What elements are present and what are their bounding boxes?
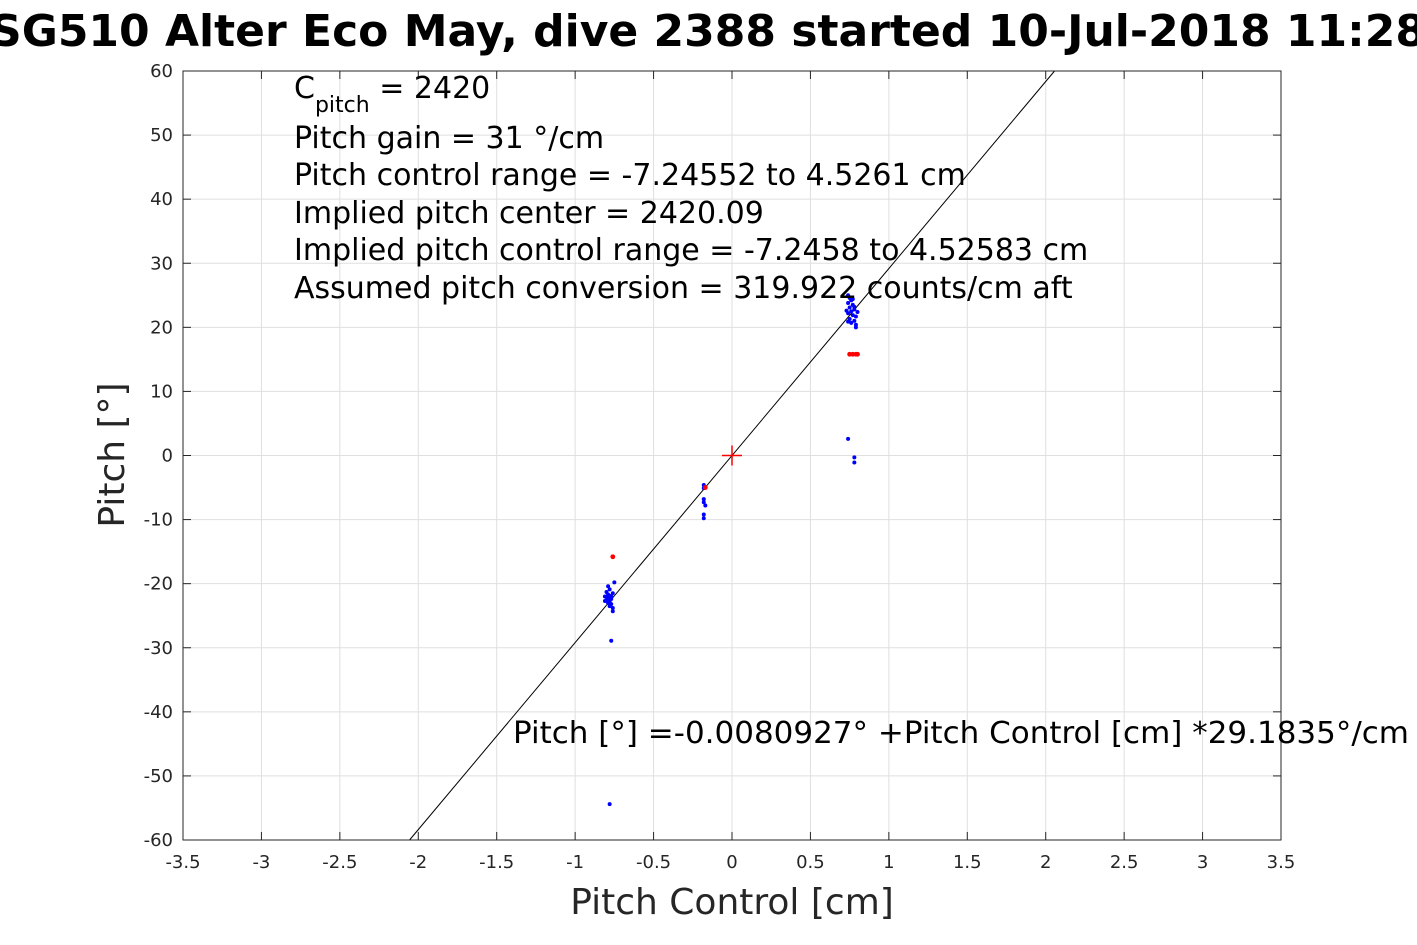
x-tick-label: -2.5 xyxy=(322,852,357,873)
annotation-implied-pitch-control-range: Implied pitch control range = -7.2458 to… xyxy=(294,233,1088,268)
annotation-pitch-control-range: Pitch control range = -7.24552 to 4.5261… xyxy=(294,158,966,193)
data-point xyxy=(602,594,607,599)
data-point xyxy=(852,455,857,460)
x-tick-label: -0.5 xyxy=(636,852,671,873)
x-tick-label: -3 xyxy=(252,852,270,873)
x-tick-label: 2 xyxy=(1040,852,1051,873)
series-red-points xyxy=(610,351,860,560)
data-points xyxy=(602,293,860,807)
y-tick-label: -40 xyxy=(144,702,173,723)
x-axis-label: Pitch Control [cm] xyxy=(570,882,894,923)
data-point xyxy=(701,516,706,521)
center-marker-group xyxy=(722,445,742,466)
y-tick-label: 20 xyxy=(150,317,173,338)
cpitch-subscript: pitch xyxy=(315,93,370,118)
data-point xyxy=(606,584,611,589)
data-point xyxy=(844,308,849,313)
data-point xyxy=(701,497,706,502)
data-point xyxy=(849,309,854,314)
data-point xyxy=(610,606,615,611)
data-point xyxy=(607,802,612,807)
annotation-implied-pitch-center: Implied pitch center = 2420.09 xyxy=(294,196,764,231)
x-tick-label: -3.5 xyxy=(165,852,200,873)
data-point xyxy=(846,436,851,441)
x-tick-label: -1.5 xyxy=(479,852,514,873)
data-point xyxy=(609,594,614,599)
data-point xyxy=(849,320,854,325)
x-tick-label: -1 xyxy=(566,852,584,873)
data-point xyxy=(846,300,851,305)
data-point xyxy=(610,609,615,614)
x-tick-label: 3.5 xyxy=(1267,852,1296,873)
cpitch-main: C xyxy=(294,71,315,106)
data-point xyxy=(607,604,612,609)
annotation-assumed-pitch-conversion: Assumed pitch conversion = 319.922 count… xyxy=(294,271,1073,306)
data-point xyxy=(602,598,607,603)
data-point xyxy=(847,305,852,310)
y-tick-label: 0 xyxy=(162,446,173,467)
y-tick-label: -50 xyxy=(144,766,173,787)
data-point xyxy=(612,580,617,585)
x-tick-labels: -3.5 -3 -2.5 -2 -1.5 -1 -0.5 0 0.5 1 1.5 2 2.5 3 3.5 xyxy=(165,852,1295,873)
data-point xyxy=(701,500,706,505)
data-point xyxy=(610,554,616,560)
x-tick-label: -2 xyxy=(409,852,427,873)
data-point xyxy=(855,309,860,314)
annotation-fit-equation: Pitch [°] =-0.0080927° +Pitch Control [c… xyxy=(513,716,1409,751)
y-tick-label: -20 xyxy=(144,574,173,595)
annotation-cpitch: Cpitch = 2420 xyxy=(294,71,490,118)
data-point xyxy=(853,314,858,319)
data-point xyxy=(701,512,706,517)
data-point xyxy=(850,313,855,318)
y-tick-label: 30 xyxy=(150,253,173,274)
y-tick-label: 50 xyxy=(150,125,173,146)
data-point xyxy=(853,325,858,330)
y-tick-label: 40 xyxy=(150,189,173,210)
y-tick-label: -30 xyxy=(144,638,173,659)
data-point xyxy=(609,638,614,643)
data-point xyxy=(610,591,615,596)
annotation-pitch-gain: Pitch gain = 31 °/cm xyxy=(294,121,604,156)
y-axis-label: Pitch [°] xyxy=(92,382,133,527)
data-point xyxy=(703,503,708,508)
y-tick-label: 10 xyxy=(150,381,173,402)
x-tick-label: 2.5 xyxy=(1110,852,1139,873)
x-tick-label: 1.5 xyxy=(953,852,982,873)
y-tick-labels: -60 -50 -40 -30 -20 -10 0 10 20 30 40 50 60 xyxy=(144,61,173,851)
data-point xyxy=(846,319,851,324)
y-tick-label: -60 xyxy=(144,830,173,851)
x-tick-label: 1 xyxy=(883,852,894,873)
data-point xyxy=(852,304,857,309)
x-tick-label: 3 xyxy=(1197,852,1208,873)
cpitch-value: = 2420 xyxy=(370,71,491,106)
x-tick-label: 0 xyxy=(726,852,737,873)
data-point xyxy=(855,351,860,357)
data-point xyxy=(850,297,855,302)
plot-frame xyxy=(182,70,1282,841)
y-tick-label: 60 xyxy=(150,61,173,82)
data-point xyxy=(606,600,611,605)
data-point xyxy=(852,460,857,465)
chart-title: SG510 Alter Eco May, dive 2388 started 1… xyxy=(0,6,1417,57)
data-point xyxy=(607,587,612,592)
data-point xyxy=(702,485,708,490)
y-tick-label: -10 xyxy=(144,510,173,531)
data-point xyxy=(852,318,857,323)
x-tick-label: 0.5 xyxy=(796,852,825,873)
